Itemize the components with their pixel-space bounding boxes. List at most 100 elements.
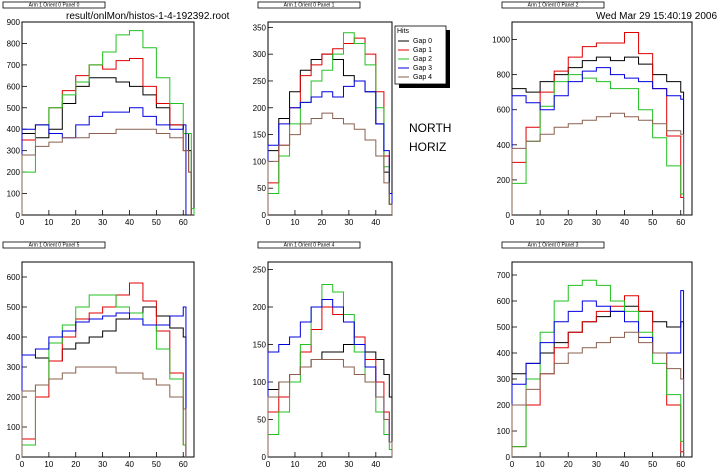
x-tick-label: 40	[125, 218, 134, 227]
x-tick-label: 50	[648, 460, 657, 469]
pad-title-box	[501, 241, 605, 249]
x-tick-label: 40	[620, 460, 629, 469]
series-gap-4	[21, 366, 187, 457]
pad-title: Arm 1 Orient 0 Panel 1	[284, 3, 335, 9]
pad-frame	[267, 21, 393, 216]
x-tick-label: 50	[152, 218, 161, 227]
x-tick-label: 20	[317, 460, 326, 469]
x-tick-label: 60	[676, 218, 685, 227]
x-tick-label: 0	[510, 218, 515, 227]
series-gap-2	[511, 279, 685, 457]
y-tick-label: 150	[253, 341, 267, 350]
y-tick-label: 400	[497, 141, 511, 150]
x-tick-label: 20	[71, 460, 80, 469]
x-tick-label: 20	[564, 460, 573, 469]
series-gap-2	[21, 30, 195, 215]
y-tick-label: 0	[16, 211, 21, 220]
y-tick-label: 250	[253, 266, 267, 275]
series-gap-4	[267, 112, 393, 215]
x-tick-label: 40	[371, 218, 380, 227]
x-tick-label: 20	[71, 218, 80, 227]
y-tick-label: 350	[253, 23, 267, 32]
x-tick-label: 0	[20, 460, 25, 469]
y-tick-label: 300	[7, 147, 21, 156]
y-tick-label: 50	[257, 184, 266, 193]
x-tick-label: 0	[266, 460, 271, 469]
x-tick-label: 10	[44, 460, 53, 469]
y-tick-label: 600	[7, 273, 21, 282]
x-tick-label: 50	[648, 218, 657, 227]
x-tick-label: 40	[371, 460, 380, 469]
x-tick-label: 40	[620, 218, 629, 227]
series-gap-3	[21, 107, 187, 215]
y-tick-label: 100	[253, 157, 267, 166]
series-gap-4	[511, 331, 685, 457]
pad-frame	[511, 21, 693, 216]
legend-title: Hits	[397, 28, 410, 35]
series-gap-2	[21, 294, 187, 457]
y-tick-label: 600	[7, 82, 21, 91]
histogram-pad-5: Arm 1 Orient 0 Panel 30 10 20 30 40 50 6001002…	[497, 241, 693, 469]
y-tick-label: 600	[497, 297, 511, 306]
legend-entry: Gap 1	[413, 47, 432, 54]
histogram-pad-3: Arm 1 Orient 0 Panel 50 10 20 30 40 50 6001002…	[2, 241, 195, 469]
x-tick-label: 20	[564, 218, 573, 227]
y-tick-label: 100	[7, 190, 21, 199]
x-tick-label: 10	[536, 460, 545, 469]
y-tick-label: 800	[497, 71, 511, 80]
legend-entry: Gap 3	[413, 65, 432, 72]
y-tick-label: 0	[506, 453, 511, 462]
series-gap-4	[511, 112, 685, 215]
x-tick-label: 0	[20, 218, 25, 227]
x-tick-label: 30	[344, 460, 353, 469]
histogram-pad-2: Arm 1 Orient 0 Panel 20 10 20 30 40 50 6002004…	[492, 1, 693, 227]
pad-title-box	[2, 241, 106, 249]
y-tick-label: 100	[497, 427, 511, 436]
y-tick-label: 300	[253, 50, 267, 59]
pad-title: Arm 1 Orient 0 Panel 0	[29, 3, 80, 9]
series-gap-1	[511, 295, 685, 457]
y-tick-label: 200	[7, 393, 21, 402]
file-name: result/onlMon/histos-1-4-192392.root	[66, 11, 230, 22]
y-tick-label: 0	[506, 211, 511, 220]
x-tick-label: 50	[152, 460, 161, 469]
series-gap-1	[21, 57, 192, 215]
y-tick-label: 300	[7, 363, 21, 372]
series-gap-1	[21, 282, 187, 457]
y-tick-label: 600	[497, 106, 511, 115]
y-tick-label: 200	[253, 303, 267, 312]
x-tick-label: 60	[179, 460, 188, 469]
pad-frame	[21, 21, 195, 216]
y-tick-label: 100	[7, 423, 21, 432]
pad-title: Arm 1 Orient 0 Panel 4	[284, 243, 335, 249]
y-tick-label: 0	[262, 453, 267, 462]
y-tick-label: 0	[16, 453, 21, 462]
y-tick-label: 200	[497, 176, 511, 185]
legend-entry: Gap 2	[413, 56, 432, 63]
legend-entry: Gap 4	[413, 74, 432, 81]
series-gap-3	[21, 306, 187, 457]
y-tick-label: 1000	[492, 36, 510, 45]
pad-title-box	[257, 241, 361, 249]
x-tick-label: 0	[510, 460, 515, 469]
series-gap-3	[511, 290, 685, 457]
y-tick-label: 500	[497, 323, 511, 332]
histogram-pad-4: Arm 1 Orient 0 Panel 4 0 10 20 30 40 0 50 100 150…	[253, 241, 393, 469]
series-gap-2	[267, 284, 393, 457]
y-tick-label: 250	[253, 77, 267, 86]
x-tick-label: 30	[344, 218, 353, 227]
x-tick-label: 30	[98, 218, 107, 227]
series-gap-4	[267, 359, 393, 457]
y-tick-label: 500	[7, 303, 21, 312]
y-tick-label: 100	[253, 378, 267, 387]
pad-frame	[21, 261, 195, 458]
y-tick-label: 400	[7, 333, 21, 342]
pad-title-box	[257, 1, 361, 9]
series-gap-3	[511, 67, 685, 215]
legend-entry: Gap 0	[413, 38, 432, 45]
histogram-pad-0: Arm 1 Orient 0 Panel 00 10 20 30 40 50 6001002…	[2, 1, 195, 227]
x-tick-label: 30	[98, 460, 107, 469]
y-tick-label: 900	[7, 18, 21, 27]
histogram-pad-1: Arm 1 Orient 0 Panel 1 0 10 20 30 40 0 50 100 150…	[253, 1, 393, 227]
